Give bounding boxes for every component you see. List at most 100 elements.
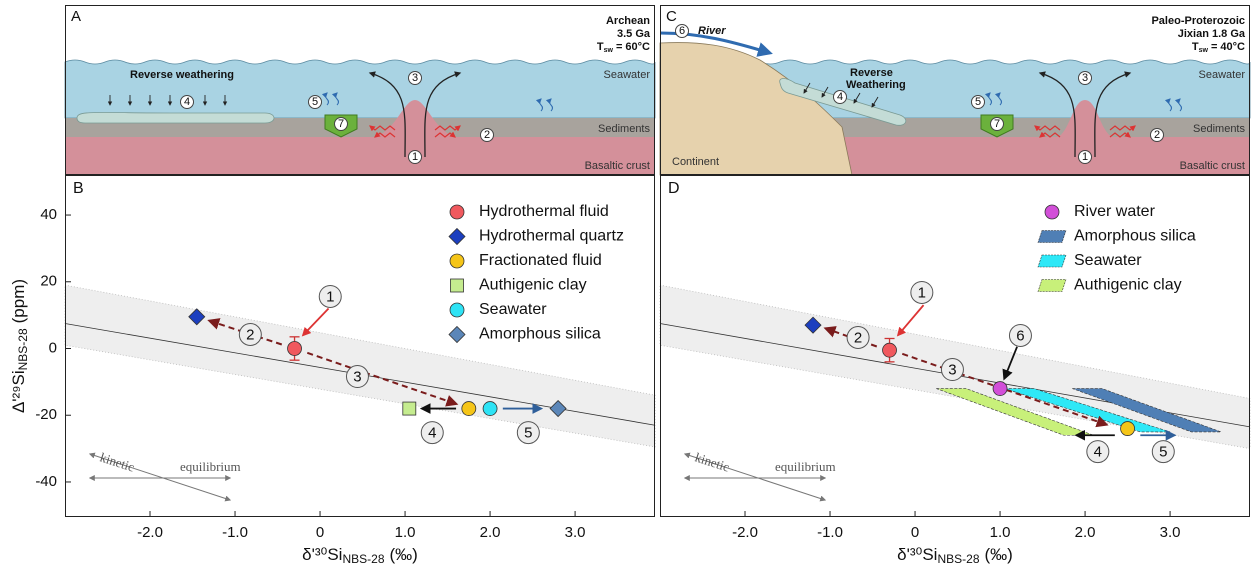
x-axis-label: δ'³⁰SiNBS-28 (‰) [897, 545, 1013, 566]
silica-flux [321, 92, 554, 112]
annotation: 5 [1159, 444, 1167, 461]
point [461, 401, 477, 416]
y-tick-label: 20 [40, 273, 57, 290]
legend-point [449, 204, 465, 220]
marker: 5 [975, 96, 981, 108]
x-tick-label: 0 [316, 524, 324, 541]
legend-label: Authigenic clay [479, 277, 587, 294]
plot-frame [65, 175, 655, 517]
x-tick-label: 1.0 [990, 524, 1011, 541]
x-label-main: δ'³⁰Si [302, 545, 342, 564]
field [936, 388, 1094, 436]
point [992, 381, 1008, 396]
y-label-unit: (ppm) [9, 279, 28, 323]
field [1072, 388, 1222, 433]
legend-point [1044, 204, 1060, 220]
panel-letter: C [666, 8, 677, 25]
annotation-circle [516, 421, 540, 445]
y-axis-label: Δ'²⁹SiNBS-28 (ppm) [9, 279, 30, 413]
legend-label: Authigenic clay [1074, 277, 1182, 294]
layer-label: Basaltic crust [1180, 160, 1245, 172]
legend-label: Hydrothermal fluid [479, 203, 609, 220]
x-tick-label: 3.0 [1160, 524, 1181, 541]
inset-label: equilibrium [775, 459, 836, 474]
annotation: 2 [854, 329, 862, 346]
point [882, 342, 897, 358]
annotation-circle [910, 280, 934, 304]
x-tick-label: -1.0 [817, 524, 843, 541]
alteration-arrows [369, 125, 461, 138]
point [482, 401, 498, 416]
annotation-circle [1151, 440, 1175, 464]
marker: 1 [1082, 151, 1088, 163]
x-label-unit: (‰) [985, 545, 1013, 564]
layer-label: Sediments [1193, 123, 1245, 135]
x-tick-label: 2.0 [1075, 524, 1096, 541]
layer-label: Seawater [604, 69, 651, 81]
flow-arrow [424, 71, 462, 158]
annotation-circle [318, 284, 342, 308]
annotation: 3 [353, 368, 361, 385]
river-label: River [698, 25, 726, 37]
flow-arrow [1094, 71, 1132, 158]
x-tick-label: 1.0 [395, 524, 416, 541]
y-tick-label: 40 [40, 206, 57, 223]
x-label-sub: NBS-28 [342, 552, 384, 566]
process-arrow [896, 304, 925, 337]
process-arrow [1002, 346, 1018, 381]
panel-letter: B [73, 180, 84, 197]
process-label: Reverse [850, 67, 893, 79]
silica-flux [984, 92, 1183, 112]
x-label-unit: (‰) [390, 545, 418, 564]
marker: 7 [338, 118, 344, 130]
t-value: = 60°C [616, 41, 650, 53]
marker: 1 [412, 151, 418, 163]
marker: 4 [837, 91, 843, 103]
t-sub: sw [604, 47, 614, 54]
legend-label: Amorphous silica [1074, 228, 1196, 245]
x-label-sub: NBS-28 [937, 552, 979, 566]
x-tick-label: -2.0 [732, 524, 758, 541]
alteration-arrows [1034, 125, 1136, 138]
panel-title: 3.5 Ga [617, 28, 651, 40]
y-tick-label: -40 [35, 473, 57, 490]
seawater [64, 59, 656, 119]
process-arrow [901, 352, 1109, 428]
process-arrow [306, 351, 459, 407]
process-arrow [823, 326, 878, 348]
marker: 7 [994, 118, 1000, 130]
annotation: 5 [524, 425, 532, 442]
legend-swatch [1037, 230, 1067, 243]
annotation-circle [940, 358, 964, 382]
point [188, 308, 206, 326]
process-label: Reverse weathering [130, 69, 234, 81]
panel-title: Jixian 1.8 Ga [1178, 28, 1246, 40]
legend-label: Fractionated fluid [479, 252, 602, 269]
annotation: 4 [1094, 444, 1102, 461]
marker: 2 [484, 129, 490, 141]
crust [65, 137, 655, 175]
annotation: 1 [326, 288, 334, 305]
continent [659, 42, 853, 176]
markers: 1 2 3 4 5 7 [180, 71, 494, 164]
legend-label: Amorphous silica [479, 326, 601, 343]
y-label-main: Δ'²⁹Si [9, 370, 28, 413]
point [1120, 421, 1135, 436]
frame [660, 5, 1250, 175]
t-value: = 40°C [1211, 41, 1245, 53]
marker: 3 [412, 72, 418, 84]
legend-point [448, 227, 466, 246]
legend-label: River water [1074, 203, 1156, 220]
down-arrows [107, 95, 228, 106]
legend-point [450, 278, 464, 293]
layer-label: Basaltic crust [585, 160, 650, 172]
annotation: 6 [1016, 327, 1024, 344]
continent-label: Continent [672, 156, 719, 168]
x-tick-label: 0 [911, 524, 919, 541]
river [659, 31, 773, 57]
legend-point [449, 302, 465, 318]
panel-letter: A [71, 8, 81, 25]
annotation-circle [1086, 440, 1110, 464]
panel-title: Archean [606, 15, 650, 27]
